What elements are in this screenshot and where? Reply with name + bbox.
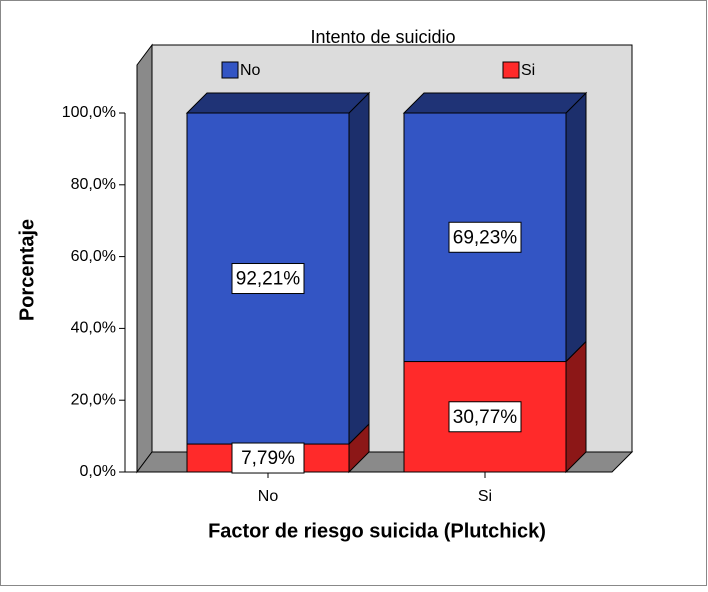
bar-top (185, 92, 371, 114)
y-tick-label: 20,0% (71, 391, 116, 408)
value-label-box (231, 442, 305, 474)
legend-label: No (240, 62, 261, 79)
x-tick-label: Si (478, 488, 492, 505)
legend-title: Intento de suicidio (310, 27, 455, 47)
legend-label: Si (521, 62, 535, 79)
y-axis-title: Porcentaje (16, 219, 38, 321)
legend-swatch (502, 61, 520, 79)
x-axis-title: Factor de riesgo suicida (Plutchick) (208, 520, 546, 542)
bar-top (402, 92, 588, 114)
bar-side (348, 91, 370, 446)
bar-side (565, 91, 587, 363)
y-tick-label: 80,0% (71, 176, 116, 193)
y-tick-label: 60,0% (71, 248, 116, 265)
legend-swatch (221, 61, 239, 79)
bar-side (565, 340, 587, 474)
value-label-box (448, 401, 522, 433)
y-tick-label: 100,0% (62, 104, 116, 121)
value-label-box (448, 221, 522, 253)
value-label-box (231, 263, 305, 295)
x-tick-label: No (258, 488, 279, 505)
value-label: 30,77% (453, 407, 518, 428)
value-label: 7,79% (241, 448, 295, 469)
value-label: 92,21% (236, 269, 301, 290)
side-wall (136, 43, 153, 474)
value-label: 69,23% (453, 227, 518, 248)
y-tick-label: 40,0% (71, 320, 116, 337)
y-tick-label: 0,0% (80, 463, 116, 480)
